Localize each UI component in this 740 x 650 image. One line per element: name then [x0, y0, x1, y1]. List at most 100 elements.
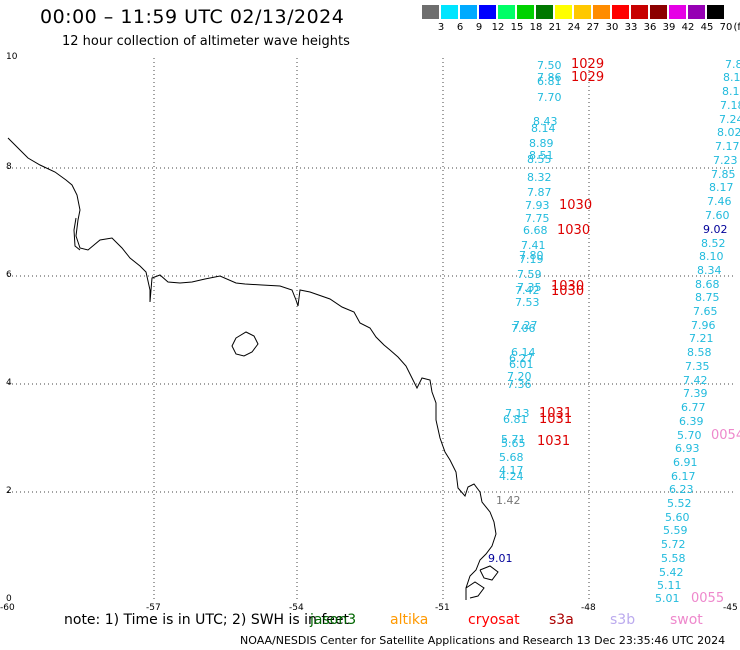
coastline-inlet	[73, 217, 81, 251]
wave-height-label: 6.81	[503, 413, 528, 426]
wave-height-label: 7.20	[507, 370, 532, 383]
wave-height-label: 1030	[557, 223, 591, 238]
wave-height-label: 6.39	[679, 415, 704, 428]
lat-label-4: 4	[6, 378, 12, 388]
wave-height-label: 8.75	[695, 291, 720, 304]
wave-height-label: 1031	[539, 406, 573, 421]
wave-height-label: 8.1	[722, 85, 740, 98]
wave-height-label: 5.65	[501, 437, 526, 450]
wave-height-label: 8.1	[723, 71, 740, 84]
legend-swatch	[479, 5, 496, 19]
wave-height-label: 7.8	[725, 58, 740, 71]
legend-swatch	[593, 5, 610, 19]
wave-height-label: 5.11	[657, 579, 682, 592]
wave-height-label: 7.35	[517, 281, 542, 294]
wave-height-label: 8.02	[717, 126, 740, 139]
wave-height-label: 7.93	[525, 199, 550, 212]
wave-height-label: 0055	[691, 591, 725, 606]
lat-lon-grid	[8, 58, 736, 600]
coastline	[7, 137, 499, 600]
legend-tick: 24	[567, 22, 581, 33]
wave-height-label: 7.70	[537, 91, 562, 104]
legend-tick: 6	[456, 22, 464, 33]
wave-height-label: 5.58	[661, 552, 686, 565]
wave-height-label: 7.85	[711, 168, 736, 181]
wave-height-label: 7.39	[683, 387, 708, 400]
lat-label-10: 10	[6, 52, 18, 62]
wave-height-label: 9.01	[488, 552, 513, 565]
sat-cryosat: cryosat	[468, 612, 520, 628]
wave-height-label: 5.01	[655, 592, 680, 605]
legend-tick: 70	[719, 22, 733, 33]
wave-height-label: 7.17	[715, 140, 740, 153]
lon-label-48: -48	[581, 603, 596, 613]
wave-height-label: 7.46	[707, 195, 732, 208]
wave-height-label: 6.81	[537, 75, 562, 88]
sat-s3b: s3b	[610, 612, 636, 628]
footer-note: note: 1) Time is in UTC; 2) SWH is in fe…	[64, 612, 350, 628]
wave-height-label: 6.17	[671, 470, 696, 483]
wave-height-label: 1029	[571, 57, 605, 72]
wave-height-label: 7.27	[513, 319, 538, 332]
chart-title: 00:00 – 11:59 UTC 02/13/2024	[40, 6, 345, 28]
wave-height-label: 4.24	[499, 470, 524, 483]
wave-height-label: 7.35	[685, 360, 710, 373]
legend-tick: 9	[475, 22, 483, 33]
wave-height-label: 7.42	[515, 284, 540, 297]
wave-height-label: 9.02	[703, 223, 728, 236]
wave-height-label: 8.10	[699, 250, 724, 263]
legend-swatch	[574, 5, 591, 19]
wave-height-label: 5.70	[677, 429, 702, 442]
coastline-main	[7, 137, 497, 600]
wave-height-label: 7.86	[537, 71, 562, 84]
wave-height-label: 6.68	[523, 224, 548, 237]
wave-height-label: 5.71	[501, 433, 526, 446]
lat-label-6: 6	[6, 270, 12, 280]
wave-height-label: 1029	[571, 70, 605, 85]
wave-height-label: 7.24	[719, 113, 740, 126]
legend-tick: 45	[700, 22, 714, 33]
wave-height-label: 6.01	[509, 358, 534, 371]
wave-height-label: 7.18	[720, 99, 740, 112]
lat-label-8: 8	[6, 162, 12, 172]
sat-swot: swot	[670, 612, 703, 628]
wave-height-label: 6.14	[511, 346, 536, 359]
legend-tick: 21	[548, 22, 562, 33]
wave-height-label: 5.59	[663, 524, 688, 537]
legend-swatch	[517, 5, 534, 19]
wave-height-label: 0054	[711, 428, 740, 443]
wave-height-label: 8.14	[531, 122, 556, 135]
wave-height-label: 6.93	[675, 442, 700, 455]
chart-subtitle: 12 hour collection of altimeter wave hei…	[62, 34, 350, 49]
wave-height-label: 7.50	[537, 59, 562, 72]
legend-swatch	[688, 5, 705, 19]
legend-swatch	[669, 5, 686, 19]
wave-height-label: 5.60	[665, 511, 690, 524]
wave-height-label: 1030	[559, 198, 593, 213]
wave-height-label: 7.59	[517, 268, 542, 281]
wave-height-label: 5.72	[661, 538, 686, 551]
wave-height-label: 8.43	[533, 115, 558, 128]
lon-label-60: -60	[0, 603, 15, 613]
legend-swatch	[422, 5, 439, 19]
wave-height-label: 8.34	[697, 264, 722, 277]
legend-swatch	[707, 5, 724, 19]
wave-height-label: 6.23	[669, 483, 694, 496]
wave-height-label: 6.27	[509, 352, 534, 365]
lon-label-51: -51	[435, 603, 450, 613]
wave-height-label: 8.17	[709, 181, 734, 194]
wave-height-label: 7.42	[683, 374, 708, 387]
lon-label-54: -54	[289, 603, 304, 613]
sat-s3a: s3a	[549, 612, 574, 628]
sat-altika: altika	[390, 612, 429, 628]
wave-height-label: 7.19	[519, 253, 544, 266]
wave-height-label: 4.17	[499, 464, 524, 477]
wave-height-label: 7.65	[693, 305, 718, 318]
wave-height-label: 8.68	[695, 278, 720, 291]
legend-swatch	[536, 5, 553, 19]
lat-label-2: 2	[6, 486, 12, 496]
wave-height-label: 7.96	[691, 319, 716, 332]
wave-height-label: 7.41	[521, 239, 546, 252]
legend-swatch	[631, 5, 648, 19]
legend-tick: 36	[643, 22, 657, 33]
